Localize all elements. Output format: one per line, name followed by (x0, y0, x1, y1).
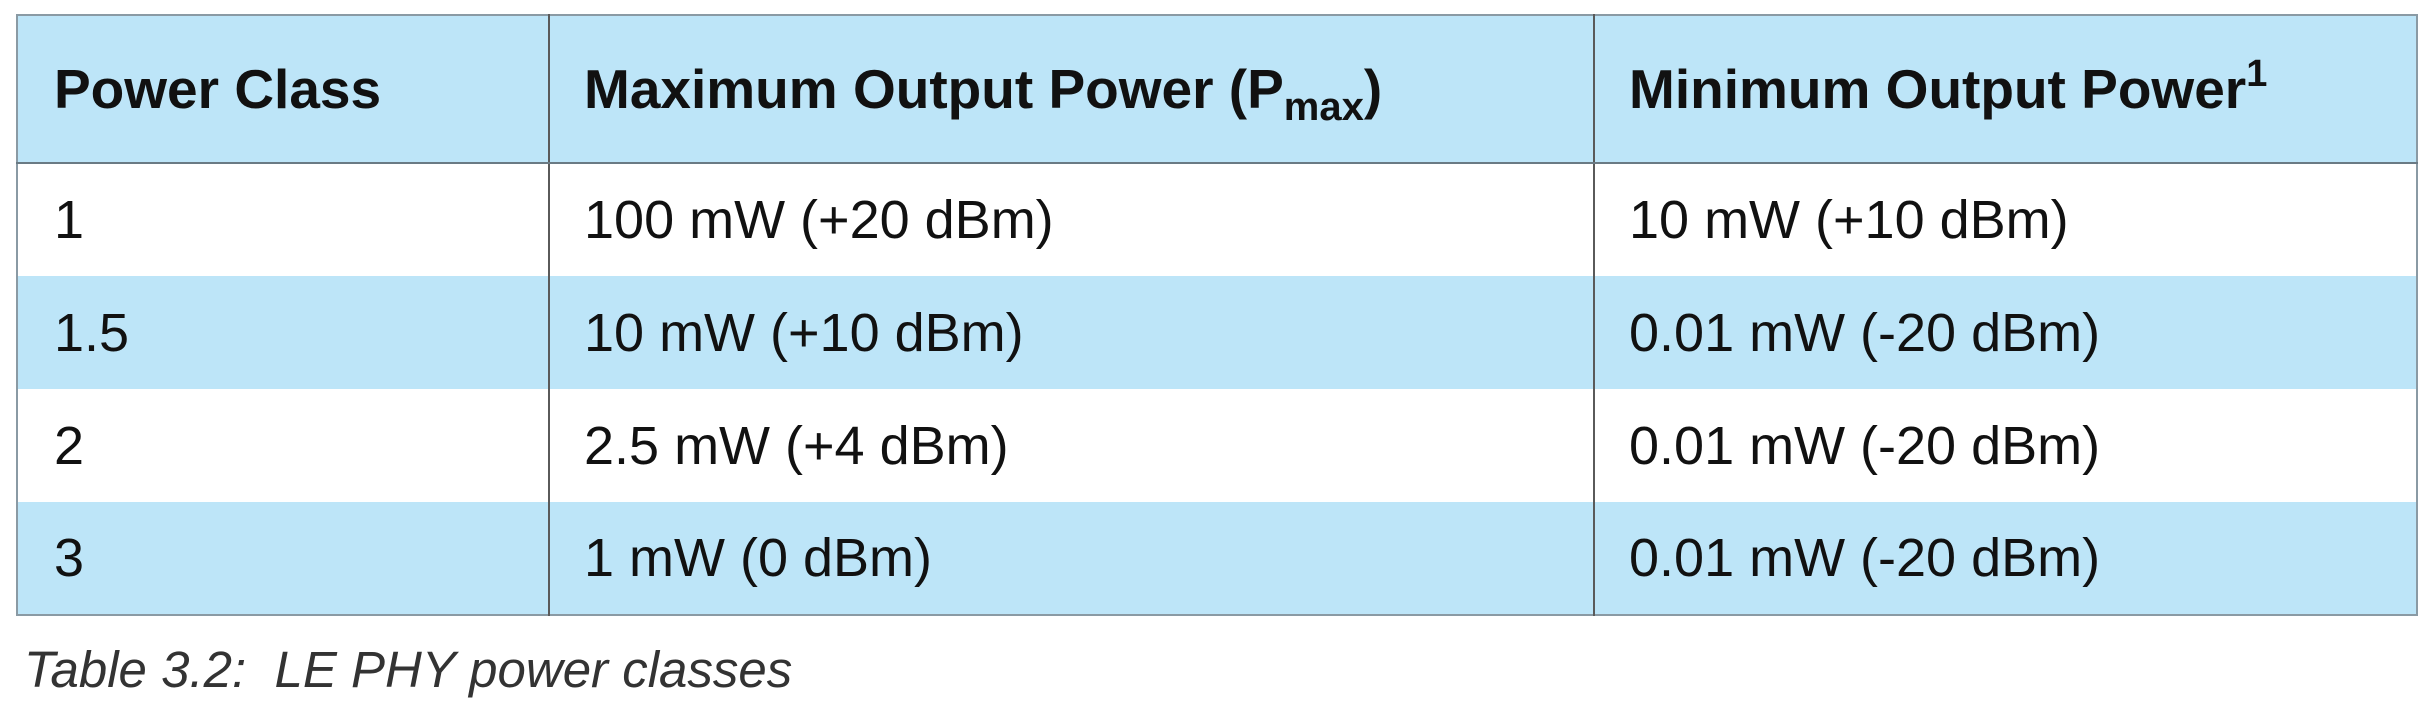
cell-max-output-power: 2.5 mW (+4 dBm) (548, 389, 1595, 502)
cell-max-output-power: 10 mW (+10 dBm) (548, 276, 1595, 389)
cell-max-output-power: 1 mW (0 dBm) (548, 502, 1595, 615)
table-header-row: Power Class Maximum Output Power (Pmax) … (17, 15, 2417, 164)
power-class-table: Power Class Maximum Output Power (Pmax) … (16, 14, 2418, 616)
table-row: 3 1 mW (0 dBm) 0.01 mW (-20 dBm) (17, 502, 2417, 615)
header-power-class: Power Class (17, 15, 550, 164)
table-row: 1 100 mW (+20 dBm) 10 mW (+10 dBm) (17, 163, 2417, 276)
cell-power-class: 1 (17, 163, 550, 276)
footnote-marker: 1 (2246, 53, 2268, 95)
header-min-output-power: Minimum Output Power1 (1593, 15, 2417, 164)
cell-power-class: 1.5 (17, 276, 550, 389)
power-class-table-container: Power Class Maximum Output Power (Pmax) … (16, 14, 2418, 616)
cell-min-output-power: 0.01 mW (-20 dBm) (1593, 276, 2417, 389)
header-max-output-power: Maximum Output Power (Pmax) (548, 15, 1595, 164)
table-caption: Table 3.2: LE PHY power classes (24, 641, 793, 698)
cell-min-output-power: 0.01 mW (-20 dBm) (1593, 502, 2417, 615)
table-row: 1.5 10 mW (+10 dBm) 0.01 mW (-20 dBm) (17, 276, 2417, 389)
cell-max-output-power: 100 mW (+20 dBm) (548, 163, 1595, 276)
cell-power-class: 2 (17, 389, 550, 502)
cell-min-output-power: 10 mW (+10 dBm) (1593, 163, 2417, 276)
table-row: 2 2.5 mW (+4 dBm) 0.01 mW (-20 dBm) (17, 389, 2417, 502)
pmax-subscript: max (1283, 85, 1364, 129)
cell-min-output-power: 0.01 mW (-20 dBm) (1593, 389, 2417, 502)
cell-power-class: 3 (17, 502, 550, 615)
